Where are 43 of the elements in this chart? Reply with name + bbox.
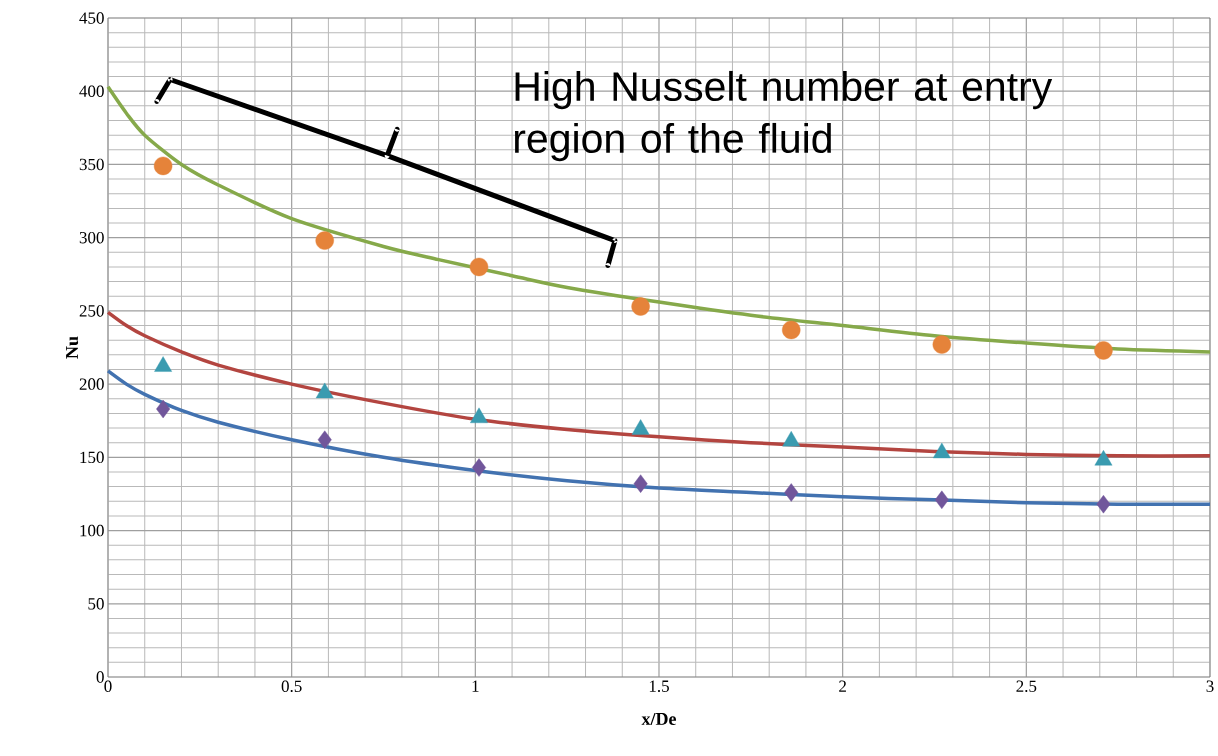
y-tick-label: 100 — [80, 524, 104, 537]
y-tick-label: 300 — [79, 231, 104, 244]
annotation: High Nusselt number at entry region of the fluid — [514, 70, 1053, 162]
point — [631, 297, 650, 316]
y-tick-label: 250 — [79, 305, 104, 317]
y-tick-label: 0 — [96, 671, 104, 683]
x-tick-label: 2.5 — [1016, 680, 1037, 693]
point — [932, 335, 952, 354]
point — [315, 382, 334, 399]
point — [315, 231, 334, 250]
point — [1094, 450, 1113, 466]
point — [932, 442, 951, 459]
point — [1094, 341, 1113, 360]
y-tick-label: 400 — [79, 85, 104, 97]
point — [153, 156, 173, 176]
point — [934, 490, 949, 509]
point — [472, 458, 486, 477]
point — [154, 356, 172, 372]
y-tick-label: 150 — [80, 451, 104, 464]
line-series — [106, 369, 1212, 507]
y-tick-label: 200 — [79, 378, 104, 390]
y-tick-label: 50 — [88, 598, 104, 610]
point — [317, 430, 332, 449]
point — [470, 407, 488, 423]
point — [782, 431, 801, 447]
point — [784, 483, 799, 502]
x-tick-label: 1.5 — [649, 680, 669, 692]
x-tick-label: 0.5 — [281, 680, 302, 693]
y-tick-label: 350 — [79, 158, 104, 171]
x-tick-label: 0 — [104, 680, 112, 693]
point — [1096, 494, 1111, 514]
x-tick-label: 3 — [1206, 680, 1214, 692]
point — [633, 474, 648, 493]
x-tick-label: 1 — [472, 680, 479, 692]
point — [782, 320, 801, 340]
x-axis-title: x/De — [641, 712, 677, 725]
y-axis-title: Nu — [66, 336, 79, 359]
point — [469, 257, 489, 277]
point — [631, 419, 650, 435]
x-tick-label: 2 — [839, 680, 846, 692]
line-series — [106, 310, 1212, 458]
point — [156, 399, 171, 419]
y-tick-label: 450 — [79, 12, 104, 24]
